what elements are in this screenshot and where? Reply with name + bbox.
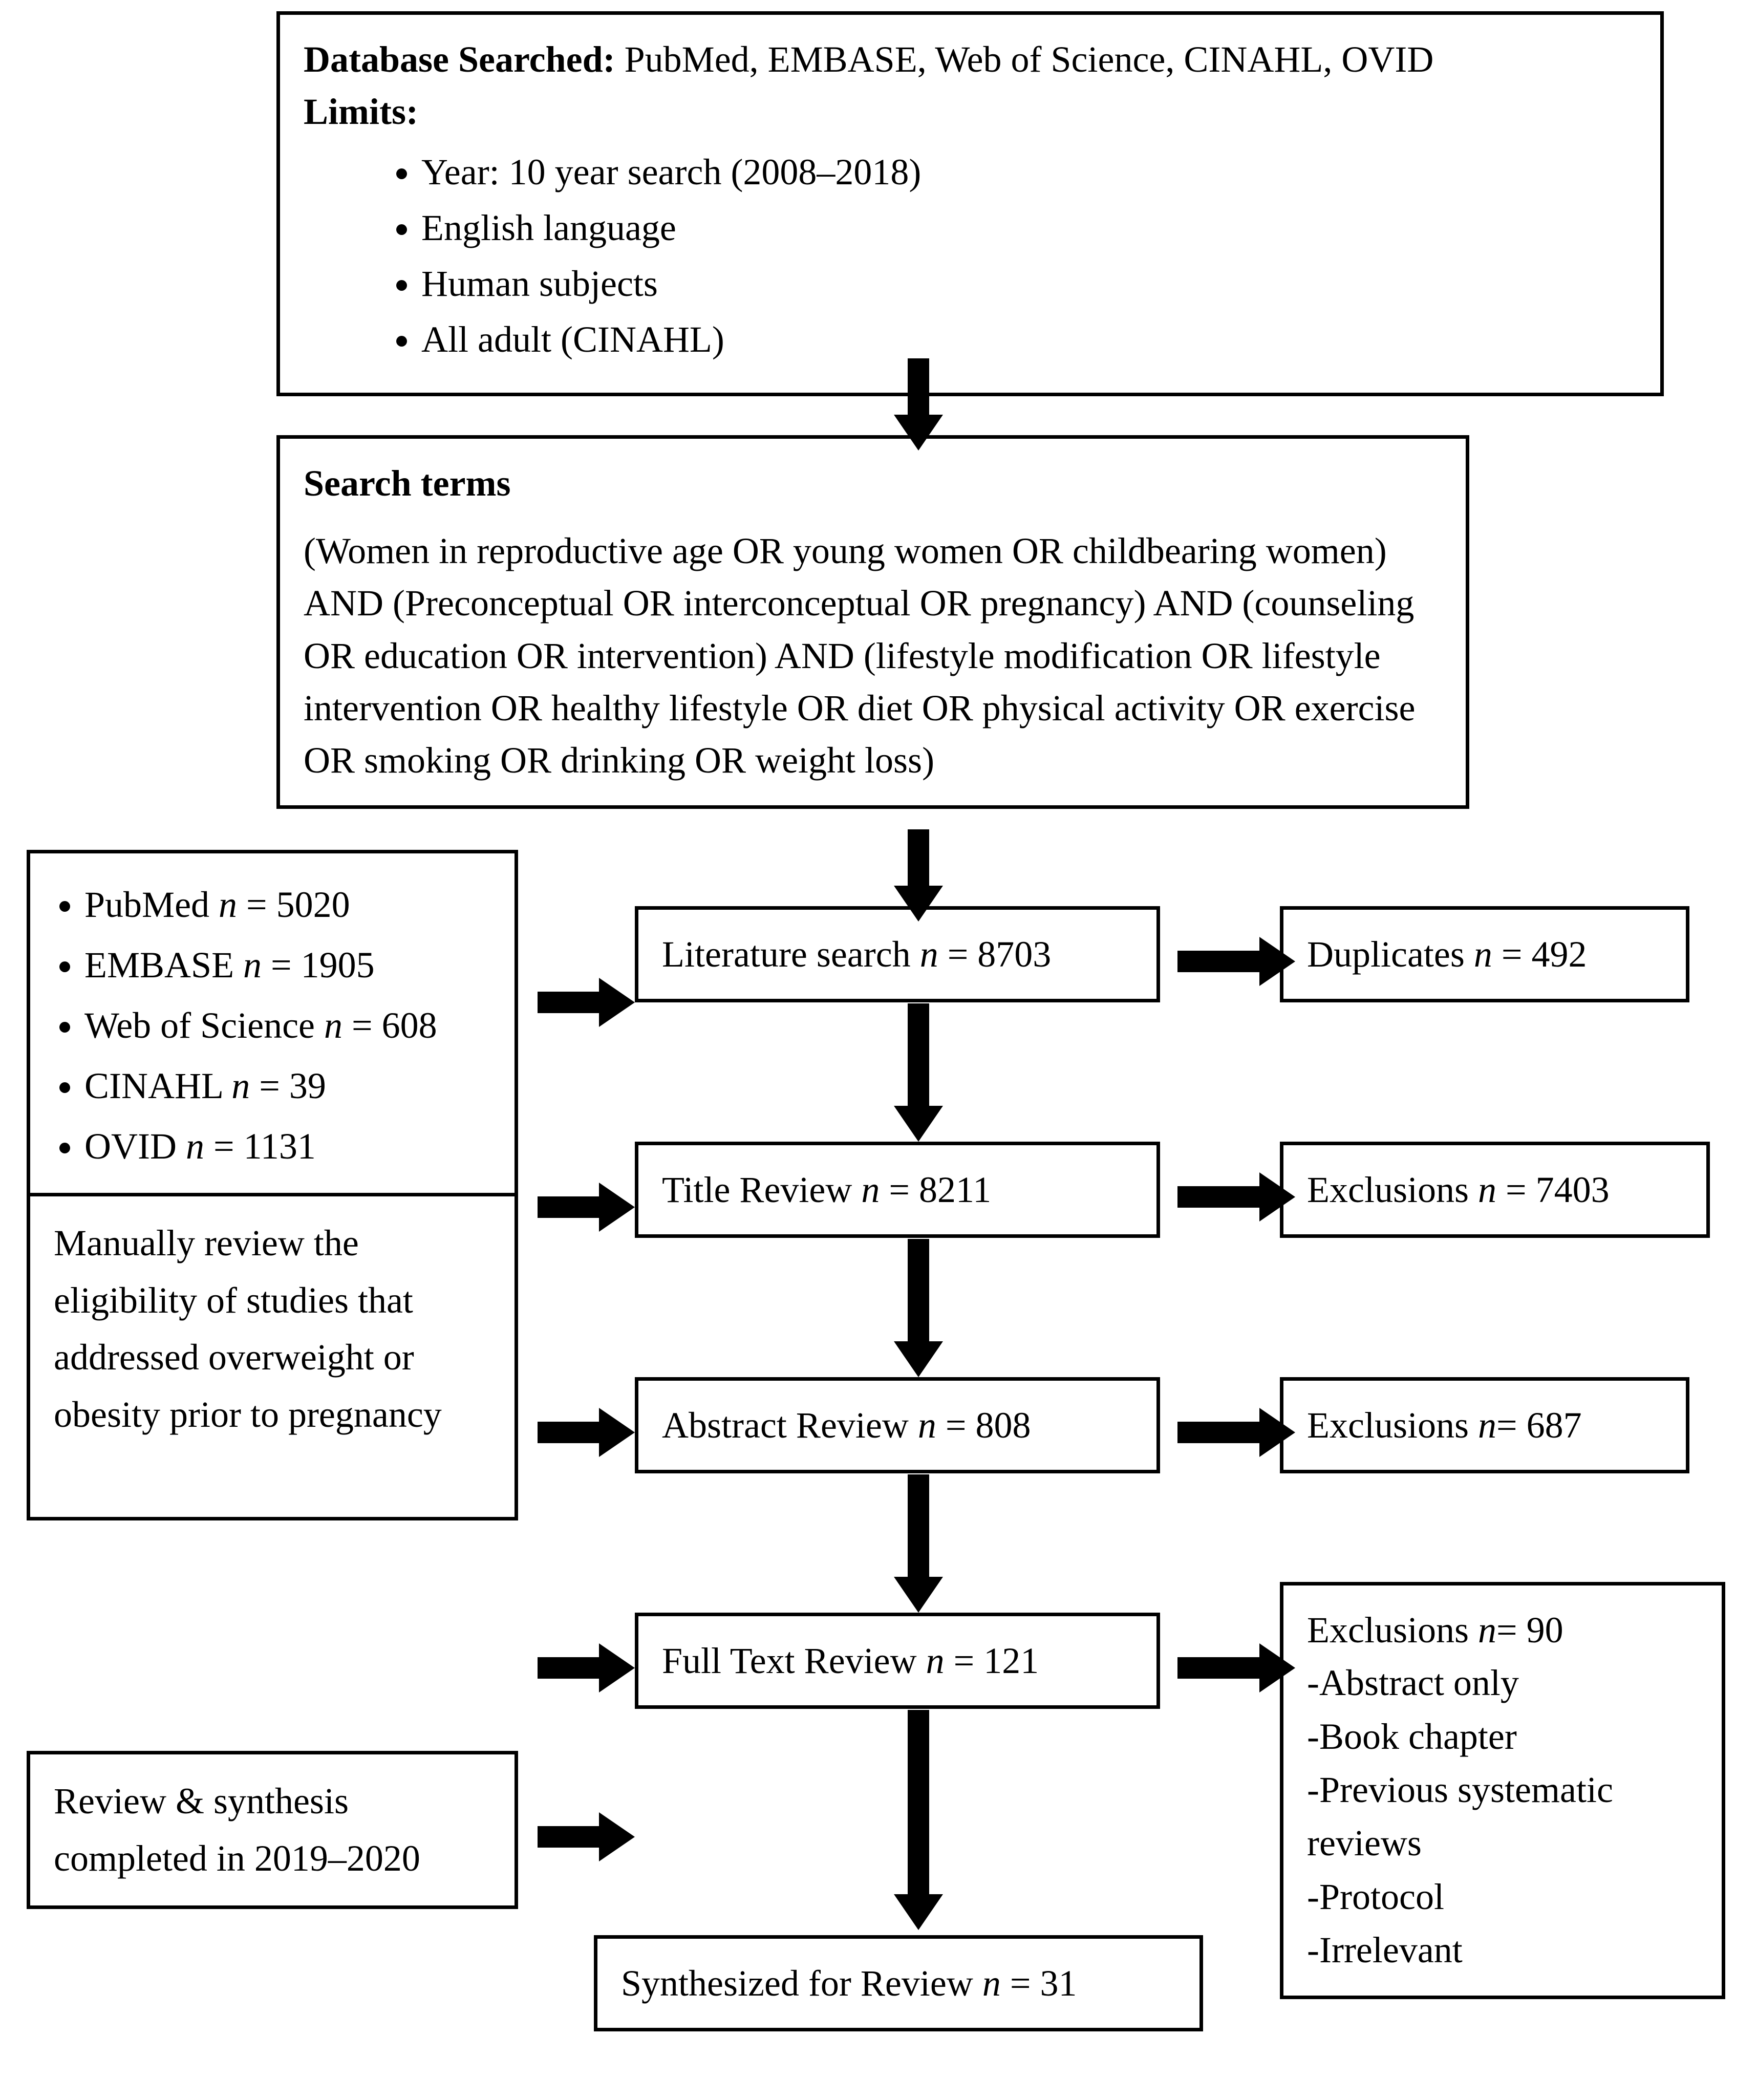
value-fulltext-review-n: 121 (983, 1640, 1039, 1681)
arrow-right-icon (1177, 937, 1295, 986)
label-duplicates: Duplicates (1307, 934, 1465, 975)
arrow-down-icon (894, 1003, 943, 1142)
label-lit-search: Literature search (662, 934, 911, 975)
list-item: PubMed n = 5020 (84, 877, 491, 932)
text-search-terms: (Women in reproductive age OR young wome… (304, 525, 1442, 786)
label-excl2: Exclusions (1307, 1405, 1469, 1446)
arrow-right-icon (538, 1408, 635, 1457)
node-manual-review: Manually review the eligibility of studi… (27, 1193, 518, 1520)
node-exclusions-3: Exclusions n= 90 Abstract onlyBook chapt… (1280, 1582, 1725, 1999)
list-item: Book chapter (1307, 1710, 1698, 1763)
list-item: All adult (CINAHL) (421, 318, 1637, 361)
label-database-searched: Database Searched: (304, 39, 615, 80)
text-databases-list: PubMed, EMBASE, Web of Science, CINAHL, … (615, 39, 1434, 80)
node-search-terms: Search terms (Women in reproductive age … (276, 435, 1469, 809)
label-synthesized: Synthesized for Review (621, 1963, 973, 2004)
value-excl1-n: 7403 (1536, 1169, 1610, 1210)
list-exclusion-reasons: Abstract onlyBook chapterPrevious system… (1307, 1656, 1698, 1977)
arrow-right-icon (538, 978, 635, 1027)
n-symbol: n (861, 1169, 880, 1210)
n-symbol: n (1478, 1169, 1496, 1210)
list-item: Year: 10 year search (2008–2018) (421, 151, 1637, 194)
node-duplicates: Duplicates n = 492 (1280, 906, 1689, 1002)
flowchart-canvas: Database Searched: PubMed, EMBASE, Web o… (0, 0, 1757, 2100)
arrow-right-icon (538, 1812, 635, 1861)
arrow-right-icon (1177, 1172, 1295, 1222)
node-fulltext-review: Full Text Review n = 121 (635, 1613, 1160, 1709)
n-symbol: n (920, 934, 938, 975)
list-item: Protocol (1307, 1870, 1698, 1923)
arrow-down-icon (894, 1239, 943, 1377)
arrow-down-icon (894, 1474, 943, 1613)
arrow-right-icon (1177, 1643, 1295, 1692)
label-excl3: Exclusions (1307, 1610, 1469, 1651)
heading-search-terms: Search terms (304, 457, 1442, 509)
n-symbol: n (1474, 934, 1492, 975)
arrow-right-icon (1177, 1408, 1295, 1457)
node-review-completed: Review & synthesis completed in 2019–202… (27, 1751, 518, 1909)
arrow-down-icon (894, 1710, 943, 1930)
value-excl2-n: 687 (1527, 1405, 1582, 1446)
n-symbol: n (918, 1405, 936, 1446)
list-item: Human subjects (421, 263, 1637, 305)
label-limits: Limits: (304, 85, 1637, 138)
n-symbol: n (982, 1963, 1001, 2004)
n-symbol: n (1478, 1610, 1496, 1651)
list-item: Abstract only (1307, 1656, 1698, 1709)
label-excl1: Exclusions (1307, 1169, 1469, 1210)
value-duplicates-n: 492 (1532, 934, 1587, 975)
arrow-right-icon (538, 1643, 635, 1692)
value-excl3-n: 90 (1527, 1610, 1563, 1651)
n-symbol: n (926, 1640, 945, 1681)
list-item: EMBASE n = 1905 (84, 937, 491, 993)
node-synthesized: Synthesized for Review n = 31 (594, 1935, 1203, 2031)
list-db-counts: PubMed n = 5020EMBASE n = 1905Web of Sci… (54, 877, 491, 1174)
value-synthesized-n: 31 (1040, 1963, 1077, 2004)
node-database-searched: Database Searched: PubMed, EMBASE, Web o… (276, 11, 1664, 396)
node-exclusions-1: Exclusions n = 7403 (1280, 1142, 1710, 1238)
node-exclusions-2: Exclusions n= 687 (1280, 1377, 1689, 1473)
list-item: OVID n = 1131 (84, 1119, 491, 1174)
label-fulltext-review: Full Text Review (662, 1640, 917, 1681)
text-review-completed: Review & synthesis completed in 2019–202… (54, 1773, 491, 1887)
value-lit-search-n: 8703 (977, 934, 1051, 975)
list-item: English language (421, 207, 1637, 249)
list-item: CINAHL n = 39 (84, 1058, 491, 1113)
label-title-review: Title Review (662, 1169, 852, 1210)
label-abstract-review: Abstract Review (662, 1405, 909, 1446)
list-item: Irrelevant (1307, 1923, 1698, 1977)
n-symbol: n (1478, 1405, 1496, 1446)
value-abstract-review-n: 808 (975, 1405, 1031, 1446)
arrow-down-icon (894, 829, 943, 922)
list-item: Previous systematic reviews (1307, 1763, 1698, 1870)
list-limits: Year: 10 year search (2008–2018) English … (304, 151, 1637, 361)
arrow-down-icon (894, 358, 943, 451)
text-manual-review: Manually review the eligibility of studi… (54, 1215, 491, 1443)
node-db-counts: PubMed n = 5020EMBASE n = 1905Web of Sci… (27, 850, 518, 1201)
value-title-review-n: 8211 (919, 1169, 991, 1210)
node-abstract-review: Abstract Review n = 808 (635, 1377, 1160, 1473)
list-item: Web of Science n = 608 (84, 998, 491, 1053)
arrow-right-icon (538, 1183, 635, 1232)
node-title-review: Title Review n = 8211 (635, 1142, 1160, 1238)
